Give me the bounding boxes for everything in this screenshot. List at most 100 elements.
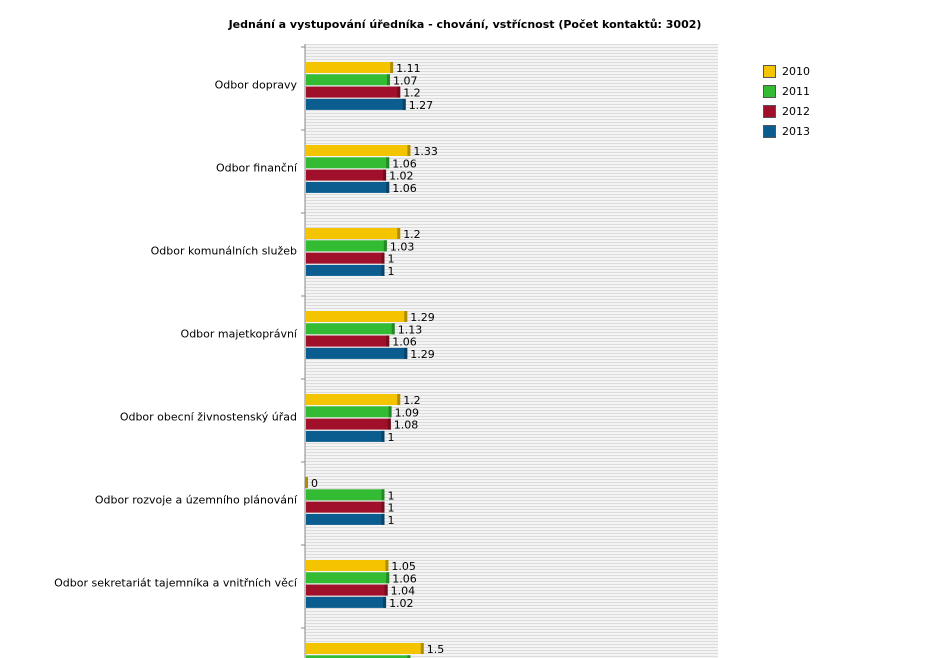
legend-item-2013: 2013 <box>763 121 810 141</box>
value-label: 1.13 <box>398 323 423 336</box>
bar-2011 <box>306 655 411 658</box>
value-label: 1 <box>388 253 395 266</box>
bar-2011 <box>306 74 390 86</box>
bar-edge-2013 <box>404 347 408 359</box>
legend-label: 2011 <box>782 84 810 98</box>
category-label: Odbor rozvoje a územního plánování <box>95 494 298 507</box>
bar-2012 <box>306 501 385 513</box>
category-labels: Odbor dopravy Odbor finanční Odbor komunál… <box>54 79 298 590</box>
chart-title: Jednání a vystupování úředníka - chování… <box>228 18 702 31</box>
value-label: 1.06 <box>392 182 417 195</box>
bar-2013 <box>306 98 406 110</box>
value-label: 1 <box>388 265 395 278</box>
category-label: Odbor komunálních služeb <box>151 245 297 258</box>
bar-2013 <box>306 513 385 525</box>
value-label: 1.08 <box>394 419 419 432</box>
bar-edge-2013 <box>386 181 390 193</box>
value-label: 1 <box>388 489 395 502</box>
bar-edge-2013 <box>381 264 385 276</box>
bar-2010 <box>306 145 411 156</box>
value-label: 1.11 <box>396 62 421 75</box>
value-label: 0 <box>311 477 318 490</box>
bar-edge-2013 <box>402 98 406 110</box>
bar-2012 <box>306 418 391 430</box>
bar-2012 <box>306 584 388 596</box>
bar-2013 <box>306 430 385 442</box>
bar-edge-2013 <box>381 513 385 525</box>
bar-edge-2010 <box>305 477 308 488</box>
bar-2010 <box>306 560 389 571</box>
bar-edge-2010 <box>385 560 389 571</box>
bar-edge-2011 <box>388 406 392 418</box>
bar-2013 <box>306 347 408 359</box>
bar-edge-2011 <box>386 157 390 169</box>
bar-2013 <box>306 181 390 193</box>
bar-2011 <box>306 240 387 252</box>
bar-2011 <box>306 489 385 501</box>
value-label: 1.02 <box>389 170 414 183</box>
bar-2010 <box>306 311 408 322</box>
category-label: Odbor majetkoprávní <box>181 328 298 341</box>
legend-swatch <box>763 84 776 98</box>
bar-edge-2012 <box>381 501 385 513</box>
bar-edge-2010 <box>390 62 394 73</box>
bar-edge-2010 <box>420 643 424 654</box>
value-label: 1.03 <box>390 240 415 253</box>
bar-2012 <box>306 169 387 181</box>
bar-edge-2010 <box>397 394 401 405</box>
bar-2012 <box>306 86 401 98</box>
bar-2013 <box>306 264 385 276</box>
bar-edge-2011 <box>386 74 390 86</box>
bar-edge-2012 <box>386 335 390 347</box>
bar-2010 <box>306 394 401 405</box>
category-ticks <box>301 46 305 629</box>
value-label: 1.02 <box>389 597 414 610</box>
bar-2011 <box>306 157 390 169</box>
bar-2012 <box>306 252 385 264</box>
bars-group: 1.111.071.21.271.331.061.021.061.21.0311… <box>305 62 444 658</box>
bar-2012 <box>306 335 390 347</box>
legend-label: 2010 <box>782 64 810 78</box>
bar-edge-2012 <box>384 584 388 596</box>
bar-edge-2011 <box>407 655 411 658</box>
bar-edge-2013 <box>381 430 385 442</box>
bar-2010 <box>306 228 401 239</box>
legend-swatch <box>763 124 776 138</box>
value-label: 1.29 <box>410 348 435 361</box>
legend: 2010 2011 2012 2013 <box>763 61 810 141</box>
bar-2011 <box>306 406 392 418</box>
category-label: Odbor sekretariát tajemníka a vnitřních … <box>54 577 298 590</box>
legend-swatch <box>763 104 776 118</box>
value-label: 1.5 <box>427 643 445 656</box>
value-label: 1.06 <box>392 157 417 170</box>
bar-edge-2010 <box>404 311 408 322</box>
legend-label: 2013 <box>782 124 810 138</box>
value-label: 1.04 <box>391 585 416 598</box>
bar-2011 <box>306 572 390 584</box>
legend-item-2012: 2012 <box>763 101 810 121</box>
legend-swatch <box>763 64 776 78</box>
bar-edge-2012 <box>387 418 391 430</box>
value-label: 1.33 <box>413 145 438 158</box>
value-label: 1.06 <box>392 336 417 349</box>
value-label: 1 <box>388 502 395 515</box>
bar-edge-2012 <box>383 169 387 181</box>
bar-edge-2012 <box>397 86 401 98</box>
value-label: 1 <box>388 514 395 527</box>
category-label: Odbor obecní živnostenský úřad <box>120 411 297 424</box>
value-label: 1.06 <box>392 572 417 585</box>
category-label: Odbor dopravy <box>215 79 298 92</box>
legend-label: 2012 <box>782 104 810 118</box>
value-label: 1 <box>388 431 395 444</box>
value-label: 1.05 <box>391 560 416 573</box>
legend-item-2011: 2011 <box>763 81 810 101</box>
value-label: 1.2 <box>403 394 421 407</box>
bar-edge-2010 <box>397 228 401 239</box>
bar-edge-2013 <box>383 596 387 608</box>
value-label: 1.29 <box>410 311 435 324</box>
value-label: 1.27 <box>409 99 434 112</box>
value-label: 1.07 <box>393 74 418 87</box>
value-label: 1.09 <box>395 406 420 419</box>
bar-edge-2011 <box>383 240 387 252</box>
